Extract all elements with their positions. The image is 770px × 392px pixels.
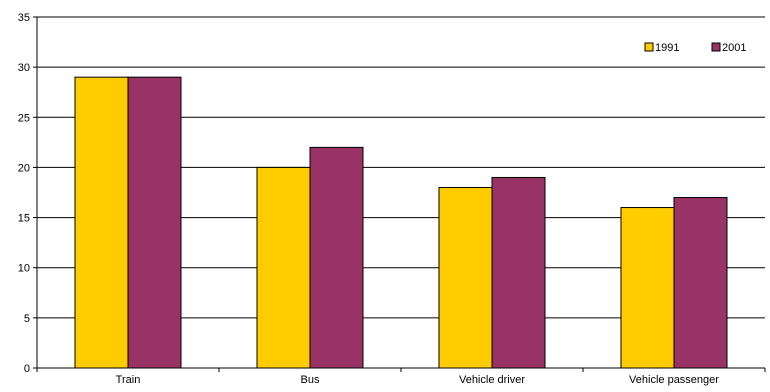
legend-swatch-1991 (644, 42, 654, 52)
x-axis-labels: Train Bus Vehicle driver Vehicle passenger (36, 368, 766, 386)
y-tick-label: 25 (18, 112, 30, 124)
x-category-label: Bus (301, 374, 320, 386)
y-tick-label: 10 (18, 263, 30, 275)
bar-1991-vehicle-driver (438, 186, 493, 369)
bar-2001-bus (309, 146, 364, 369)
legend-swatch-2001 (711, 42, 721, 52)
x-category-label: Vehicle passenger (629, 374, 719, 386)
bars (74, 76, 728, 369)
bar-2001-vehicle-passenger (673, 197, 728, 369)
bar-1991-vehicle-passenger (620, 207, 675, 369)
x-category-label: Train (116, 374, 141, 386)
x-category-label: Vehicle driver (459, 374, 525, 386)
bar-1991-bus (256, 166, 311, 369)
bar-2001-train (127, 76, 182, 369)
y-tick-label: 0 (24, 363, 30, 375)
y-tick-label: 15 (18, 213, 30, 225)
bar-2001-vehicle-driver (491, 176, 546, 369)
y-tick-label: 20 (18, 162, 30, 174)
legend: 1991 2001 (644, 42, 746, 54)
legend-label-2001: 2001 (722, 42, 746, 54)
y-tick-label: 35 (18, 12, 30, 24)
y-tick-label: 30 (18, 62, 30, 74)
bar-1991-train (74, 76, 129, 369)
y-axis-ticks: 0 5 10 15 20 25 30 35 (18, 12, 37, 375)
y-tick-label: 5 (24, 313, 30, 325)
legend-label-1991: 1991 (655, 42, 679, 54)
